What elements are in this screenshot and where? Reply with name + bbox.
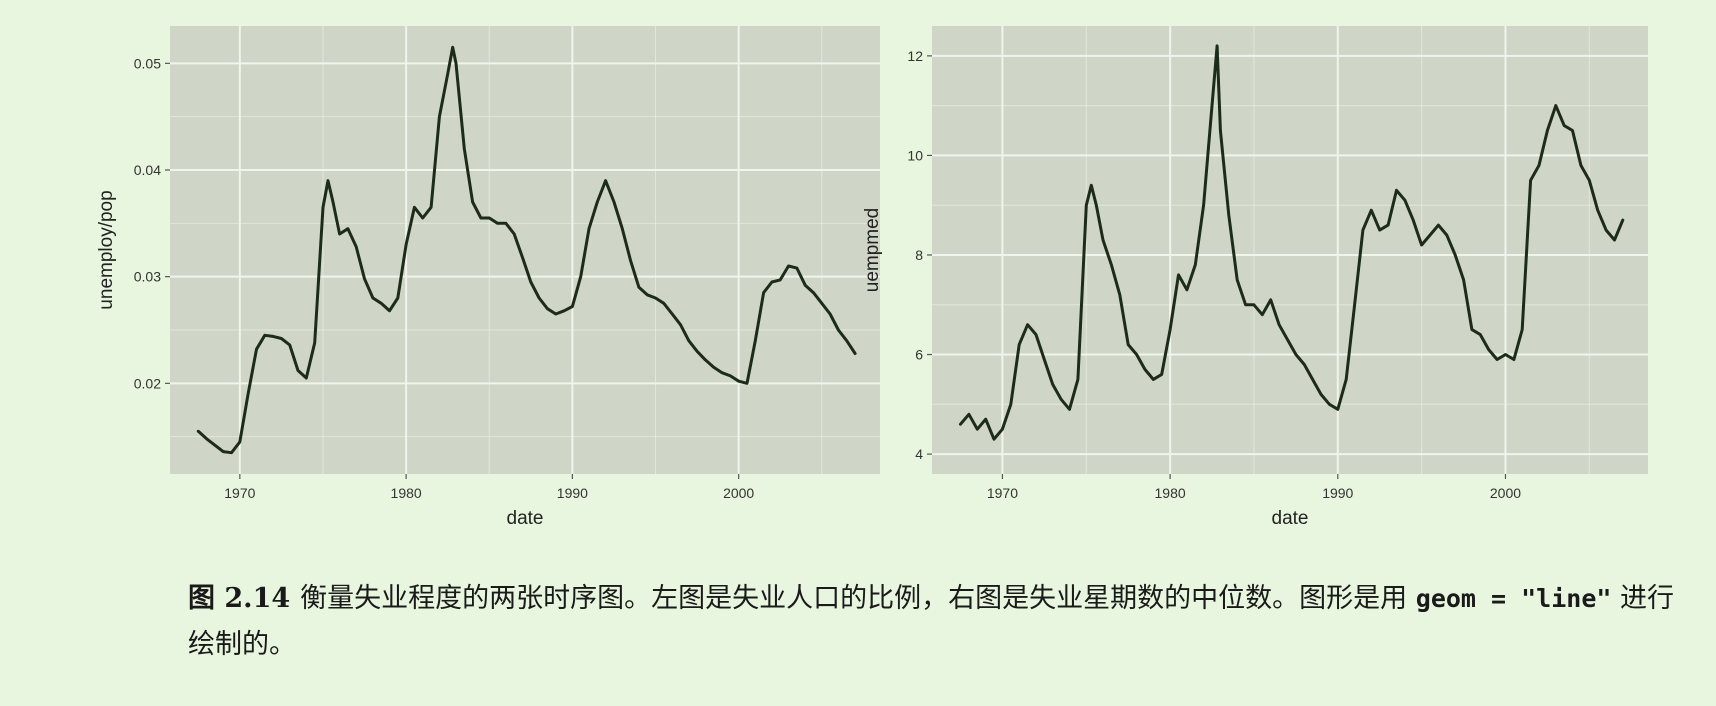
caption-text-before-code: 衡量失业程度的两张时序图。左图是失业人口的比例，右图是失业星期数的中位数。图形是… (300, 583, 1408, 614)
right-chart: 1970 1980 1990 2000 4 6 8 10 12 date uempmed (862, 26, 1648, 529)
left-series-line (196, 45, 857, 455)
right-y-tick-label: 12 (907, 48, 923, 64)
right-x-tick-label: 1980 (1155, 485, 1186, 501)
figure-caption: 图 2.14 衡量失业程度的两张时序图。左图是失业人口的比例，右图是失业星期数的中… (188, 576, 1698, 668)
right-x-tick-label: 1970 (987, 485, 1018, 501)
left-x-tick-label: 2000 (723, 485, 754, 501)
left-y-axis-title: unemploy/pop (96, 190, 117, 309)
right-plot-panel (932, 26, 1648, 474)
left-y-tick-label: 0.03 (134, 269, 161, 285)
left-x-tick-label: 1970 (224, 485, 255, 501)
right-series-line (959, 44, 1625, 441)
right-y-tick-label: 4 (915, 446, 923, 462)
left-plot-panel (170, 26, 880, 474)
left-y-tick-label: 0.04 (134, 162, 161, 178)
right-y-axis-title: uempmed (862, 208, 883, 293)
left-y-tick-label: 0.02 (134, 375, 161, 391)
right-x-axis-title: date (1272, 508, 1309, 529)
caption-label: 图 2.14 (188, 583, 291, 614)
left-y-tick-label: 0.05 (134, 55, 161, 71)
left-x-axis-title: date (507, 508, 544, 529)
left-x-tick-label: 1980 (391, 485, 422, 501)
right-x-tick-label: 2000 (1490, 485, 1521, 501)
caption-code: geom = "line" (1415, 584, 1612, 613)
left-x-tick-label: 1990 (557, 485, 588, 501)
right-x-tick-label: 1990 (1322, 485, 1353, 501)
right-y-tick-label: 8 (915, 247, 923, 263)
left-chart: 1970 1980 1990 2000 0.02 0.03 0.04 0.05 date unem… (96, 26, 880, 529)
right-y-tick-label: 6 (915, 347, 923, 363)
right-y-tick-label: 10 (907, 147, 923, 163)
caption-text-after-code: 进行绘制的。 (188, 583, 1675, 660)
